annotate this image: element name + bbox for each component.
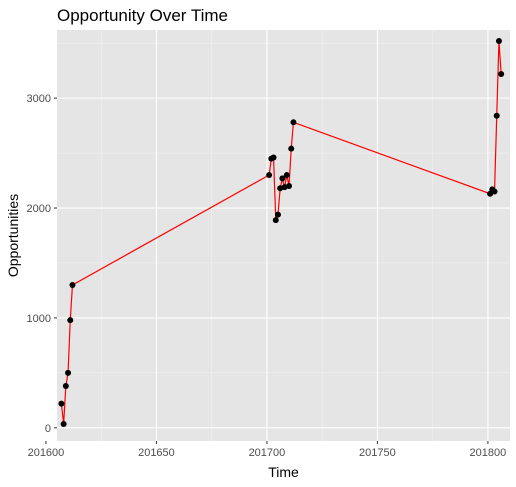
data-point: [493, 112, 500, 119]
x-tick-label: 201750: [359, 447, 396, 459]
data-point: [286, 183, 293, 190]
x-tick-label: 201700: [249, 447, 286, 459]
y-tick-label: 3000: [27, 93, 51, 105]
data-point: [283, 172, 290, 179]
data-point: [498, 70, 505, 77]
data-point: [491, 188, 498, 195]
y-tick-label: 1000: [27, 313, 51, 325]
data-point: [270, 154, 277, 161]
data-point: [67, 317, 74, 324]
x-axis-title: Time: [268, 464, 299, 480]
data-point: [65, 369, 72, 376]
x-tick-label: 201650: [138, 447, 175, 459]
data-point: [495, 37, 502, 44]
chart-title: Opportunity Over Time: [57, 6, 228, 25]
data-point: [62, 383, 69, 390]
plot-panel: [57, 30, 510, 441]
x-tick-label: 201600: [28, 447, 65, 459]
data-point: [279, 175, 286, 182]
y-tick-label: 2000: [27, 203, 51, 215]
data-point: [274, 211, 281, 218]
grid: [45, 30, 510, 441]
data-point: [58, 400, 65, 407]
data-point: [266, 172, 273, 179]
axes: 201600 201650 201700 201750 201800 0 1000 2000 3…: [27, 93, 507, 459]
data-point: [290, 119, 297, 126]
data-point: [272, 217, 279, 224]
data-point: [60, 420, 67, 427]
y-axis-title: Opportunities: [5, 194, 21, 277]
y-tick-label: 0: [45, 423, 51, 435]
data-point: [69, 281, 76, 288]
data-point: [288, 145, 295, 152]
data-points: [58, 37, 505, 427]
x-tick-label: 201800: [470, 447, 507, 459]
